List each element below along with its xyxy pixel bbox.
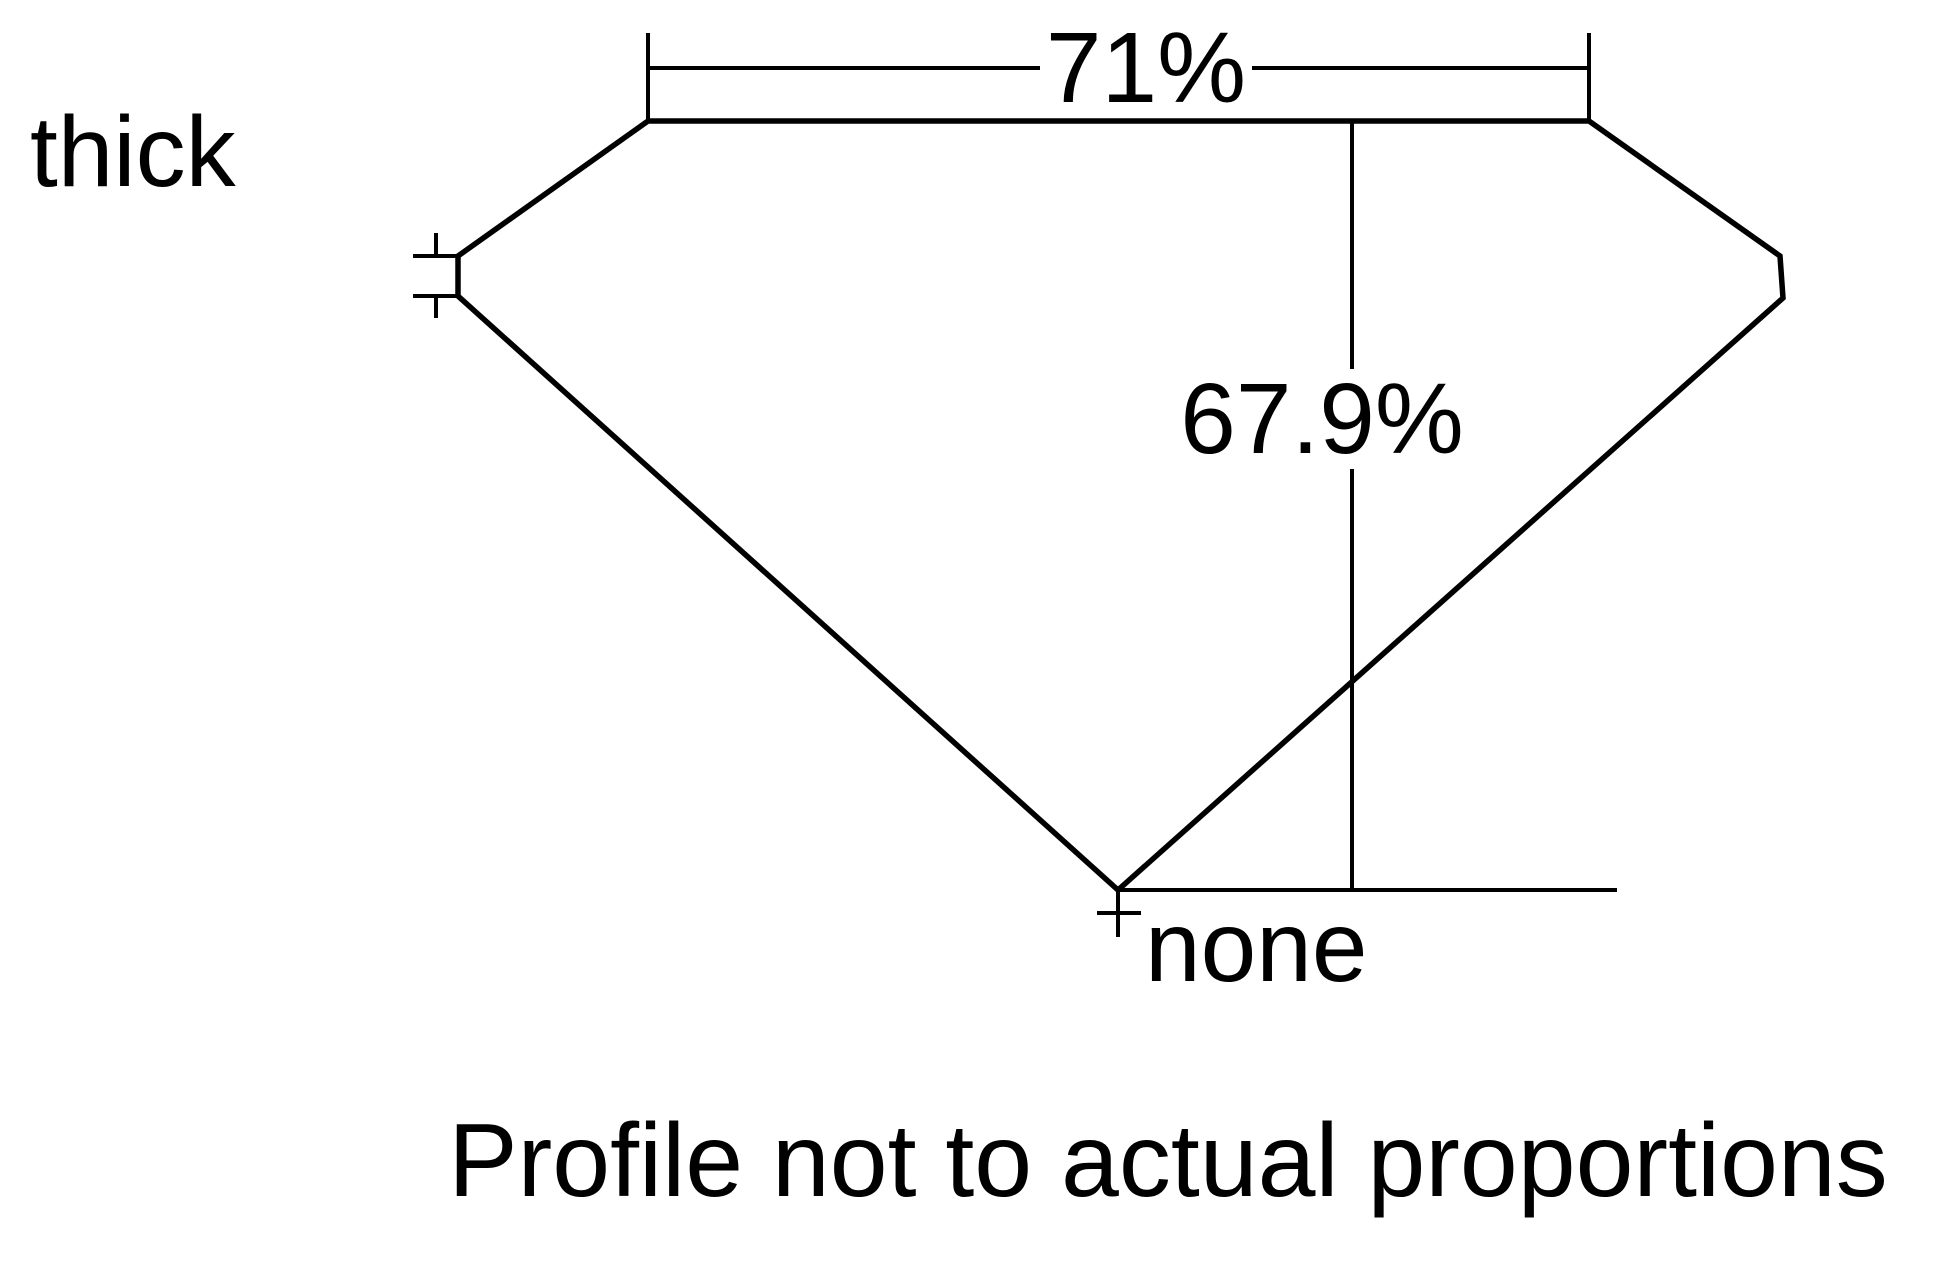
culet-label: none: [1145, 891, 1368, 1003]
diamond-outline: [455, 118, 1786, 894]
girdle-thickness-label: thick: [30, 96, 236, 208]
table-percent-label: 71%: [1045, 12, 1247, 124]
caption-text: Profile not to actual proportions: [448, 1103, 1888, 1219]
depth-percent-label: 67.9%: [1174, 369, 1470, 469]
